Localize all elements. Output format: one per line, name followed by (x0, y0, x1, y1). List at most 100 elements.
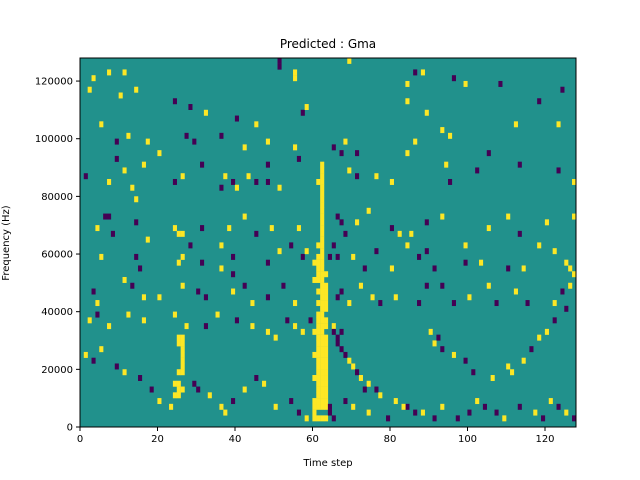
y-tick-label: 0 (67, 423, 73, 434)
heatmap-cell (320, 415, 325, 422)
heatmap-cell (320, 357, 325, 364)
heatmap-cell (544, 328, 549, 335)
heatmap-cell (320, 248, 325, 255)
heatmap-cell (126, 132, 131, 139)
heatmap-cell (537, 98, 542, 105)
heatmap-cell (420, 69, 425, 76)
heatmap-cell (347, 57, 352, 64)
heatmap-cell (107, 69, 112, 76)
heatmap-cell (273, 334, 278, 341)
heatmap-cell (231, 178, 236, 185)
y-axis-ticks: 0 20000 40000 60000 80000 100000 120000 (35, 77, 80, 434)
heatmap-cell (374, 173, 379, 180)
heatmap-cell (331, 144, 336, 151)
heatmap-cell (444, 161, 449, 168)
heatmap-cell (343, 398, 348, 405)
heatmap-cell (296, 225, 301, 232)
heatmap-cell (351, 363, 356, 370)
heatmap-cell (281, 282, 286, 289)
heatmap-cell (513, 121, 518, 128)
heatmap-cell (312, 351, 317, 358)
heatmap-cell (172, 392, 177, 399)
heatmap-cell (312, 328, 317, 335)
heatmap-cell (339, 219, 344, 226)
heatmap-cell (316, 351, 321, 358)
heatmap-cell (424, 282, 429, 289)
heatmap-cell (285, 317, 290, 324)
heatmap-cell (320, 253, 325, 260)
heatmap-cell (312, 276, 317, 283)
heatmap-cell (525, 300, 530, 307)
heatmap-cell (320, 236, 325, 243)
heatmap-cell (324, 317, 329, 324)
heatmap-cell (242, 386, 247, 393)
heatmap-cell (482, 403, 487, 410)
heatmap-cell (320, 265, 325, 272)
heatmap-cell (467, 294, 472, 301)
heatmap-cell (196, 288, 201, 295)
heatmap-cell (91, 357, 96, 364)
heatmap-cell (517, 230, 522, 237)
heatmap-cell (405, 80, 410, 87)
heatmap-cell (316, 288, 321, 295)
heatmap-cell (463, 357, 468, 364)
heatmap-cell (265, 328, 270, 335)
heatmap-cell (242, 282, 247, 289)
heatmap-cell (424, 248, 429, 255)
heatmap-cell (556, 167, 561, 174)
heatmap-cell (320, 178, 325, 185)
heatmap-cell (180, 173, 185, 180)
heatmap-cell (312, 415, 317, 422)
heatmap-cell (378, 392, 383, 399)
heatmap-cell (498, 80, 503, 87)
heatmap-cell (320, 334, 325, 341)
heatmap-cell (324, 398, 329, 405)
heatmap-cell (486, 225, 491, 232)
heatmap-cell (316, 386, 321, 393)
heatmap-cell (413, 138, 418, 145)
heatmap-cell (432, 265, 437, 272)
heatmap-cell (556, 121, 561, 128)
heatmap-cell (95, 300, 100, 307)
y-axis-label: Frequency (Hz) (1, 205, 12, 281)
heatmap-cell (277, 57, 282, 64)
heatmap-cell (366, 207, 371, 214)
plot-frame (79, 57, 577, 428)
heatmap-cell (122, 276, 127, 283)
heatmap-cell (192, 138, 197, 145)
heatmap-cell (312, 403, 317, 410)
heatmap-cell (250, 323, 255, 330)
heatmap-cell (180, 357, 185, 364)
heatmap-cell (513, 288, 518, 295)
heatmap-cell (351, 403, 356, 410)
heatmap-cell (510, 369, 515, 376)
heatmap-cell (254, 121, 259, 128)
heatmap-cell (141, 317, 146, 324)
heatmap-cell (355, 173, 360, 180)
heatmap-cell (552, 300, 557, 307)
heatmap-cell (347, 167, 352, 174)
heatmap-cell (91, 288, 96, 295)
heatmap-cell (320, 207, 325, 214)
heatmap-cell (219, 132, 224, 139)
heatmap-cell (107, 178, 112, 185)
heatmap-cell (293, 69, 298, 76)
heatmap-cell (231, 253, 236, 260)
heatmap-cell (324, 357, 329, 364)
heatmap-cell (141, 294, 146, 301)
heatmap-cell (324, 363, 329, 370)
heatmap-cell (564, 305, 569, 312)
heatmap-cell (176, 380, 181, 387)
heatmap-cell (110, 230, 115, 237)
heatmap-cell (312, 398, 317, 405)
heatmap-cell (405, 242, 410, 249)
heatmap-cell (320, 369, 325, 376)
heatmap-cell (265, 294, 270, 301)
heatmap-cell (451, 75, 456, 82)
heatmap-cell (362, 265, 367, 272)
heatmap-cell (114, 363, 119, 370)
heatmap-cell (304, 104, 309, 110)
heatmap-cell (320, 398, 325, 405)
heatmap-cell (316, 328, 321, 335)
heatmap-cell (130, 282, 135, 289)
